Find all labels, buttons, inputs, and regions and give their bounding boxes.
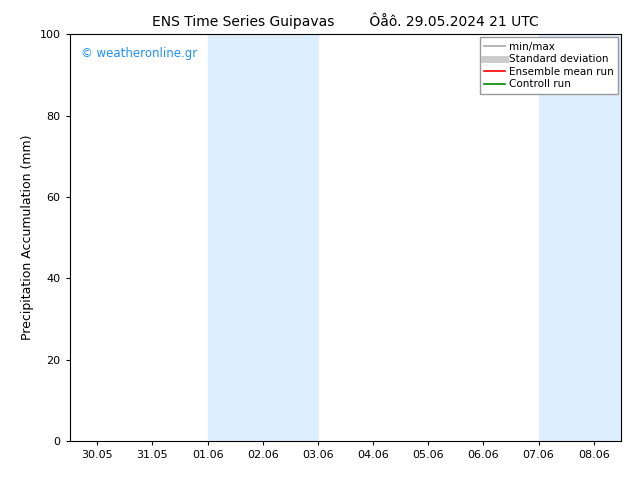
Title: ENS Time Series Guipavas        Ôåô. 29.05.2024 21 UTC: ENS Time Series Guipavas Ôåô. 29.05.2024… [152, 12, 539, 29]
Bar [207, 34, 318, 441]
Y-axis label: Precipitation Accumulation (mm): Precipitation Accumulation (mm) [21, 135, 34, 341]
Bar [538, 34, 634, 441]
Legend: min/max, Standard deviation, Ensemble mean run, Controll run: min/max, Standard deviation, Ensemble me… [480, 37, 618, 94]
Text: © weatheronline.gr: © weatheronline.gr [81, 47, 197, 59]
